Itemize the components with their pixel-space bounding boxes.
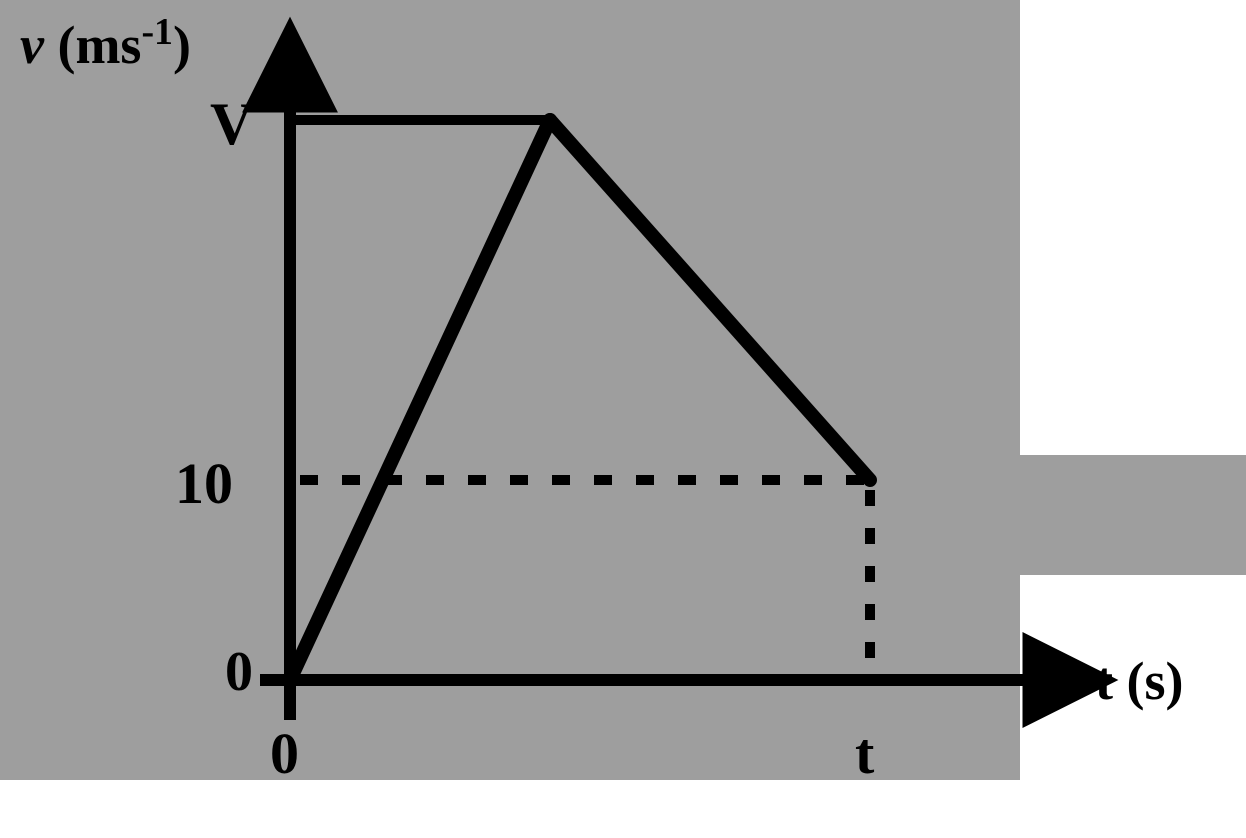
- y-tick-V: V: [210, 90, 253, 159]
- y-axis-units: (ms-1): [57, 15, 190, 75]
- y-axis-symbol: v: [20, 15, 44, 75]
- y-tick-10: 10: [175, 450, 233, 517]
- series-rise: [290, 120, 550, 680]
- y-tick-0: 0: [225, 640, 253, 704]
- chart-svg: [0, 0, 1246, 838]
- y-axis-label: v (ms-1): [20, 10, 191, 76]
- y-tick-0-text: 0: [225, 641, 253, 703]
- chart-container: v (ms-1) V 10 0 t (s) 0 t: [0, 0, 1246, 838]
- series-fall: [550, 120, 870, 480]
- x-tick-t: t: [855, 720, 874, 787]
- x-tick-0-text: 0: [270, 721, 299, 786]
- x-axis-label-text: t (s): [1095, 651, 1183, 711]
- x-tick-t-text: t: [855, 721, 874, 786]
- x-axis-label: t (s): [1095, 650, 1183, 712]
- x-tick-0: 0: [270, 720, 299, 787]
- y-tick-V-text: V: [210, 91, 253, 157]
- y-tick-10-text: 10: [175, 451, 233, 516]
